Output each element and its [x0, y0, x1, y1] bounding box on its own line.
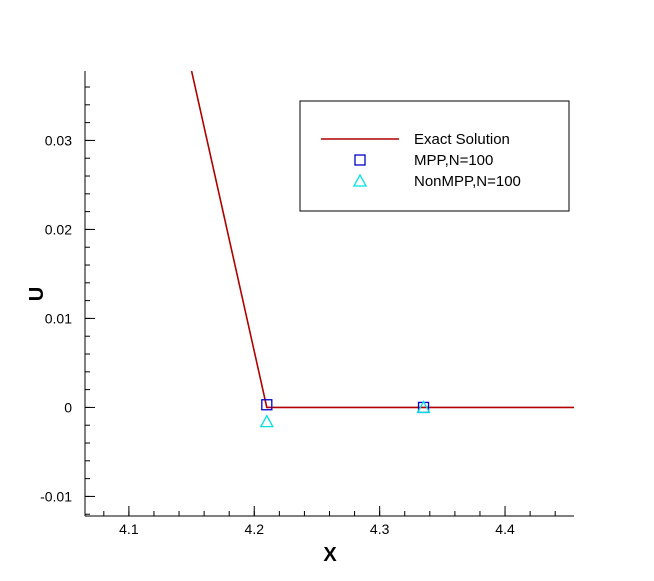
y-tick-label: 0 — [64, 399, 72, 415]
legend-box — [299, 100, 570, 212]
x-tick-label: 4.2 — [245, 521, 265, 537]
y-tick-label: -0.01 — [40, 488, 72, 504]
mpp-point — [261, 399, 273, 411]
legend-label: NonMPP,N=100 — [414, 173, 521, 190]
y-tick-label: 0.03 — [45, 132, 72, 148]
legend-label: MPP,N=100 — [414, 152, 493, 169]
x-axis-title: X — [323, 544, 337, 566]
nonmpp-point — [416, 400, 431, 414]
legend-label: Exact Solution — [414, 131, 510, 148]
y-tick-label: 0.02 — [45, 221, 72, 237]
x-tick-label: 4.4 — [495, 521, 515, 537]
exact-solution-line — [190, 71, 574, 409]
legend-triangle-swatch — [352, 173, 368, 187]
nonmpp-point — [259, 414, 274, 428]
axes: 4.1 4.2 4.3 4.4 -0.01 0 0.01 0.02 0.03 — [40, 71, 574, 537]
y-axis-title: U — [26, 287, 48, 301]
plot-area — [190, 71, 574, 428]
x-tick-label: 4.1 — [119, 521, 139, 537]
y-tick-label: 0.01 — [45, 310, 72, 326]
legend-square-swatch — [354, 154, 366, 166]
x-tick-label: 4.3 — [370, 521, 390, 537]
legend: Exact Solution MPP,N=100 NonMPP,N=100 — [299, 100, 570, 212]
